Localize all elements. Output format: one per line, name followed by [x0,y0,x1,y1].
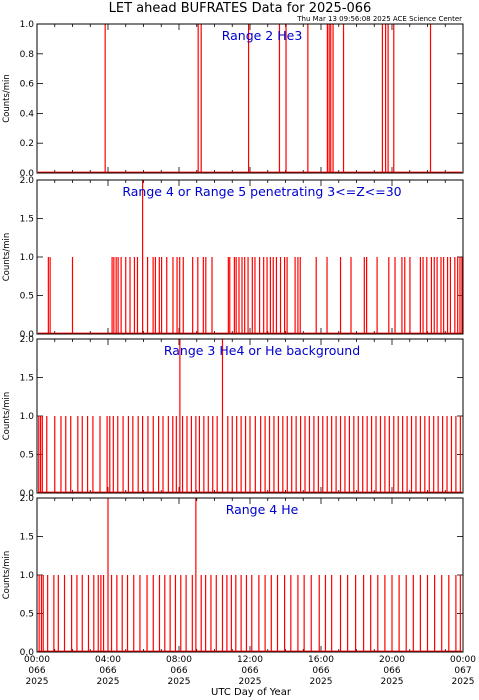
timestamp: Thu Mar 13 09:56:08 2025 ACE Science Cen… [296,15,462,23]
panel-title: Range 2 He3 [222,28,303,43]
y-tick-label: 1.5 [20,533,34,543]
chart-panel-4: 0.0 0.5 1.0 1.5 2.0 Range 4 He Counts/min [2,494,464,658]
panel-title: Range 4 or Range 5 penetrating 3<=Z<=30 [122,184,401,199]
y-tick-label: 0.0 [20,489,35,499]
panel-frame [36,338,464,494]
y-tick-label: 0.4 [20,109,35,119]
panel-title: Range 3 He4 or He background [164,343,360,358]
y-axis-label: Counts/min [2,74,12,123]
x-tick-label: 2025 [239,677,262,687]
panel-frame [36,179,464,335]
chart-panel-2: 0.0 0.5 1.0 1.5 2.0 Range 4 or Range 5 penetr… [2,176,464,340]
x-tick-label: 066 [170,666,187,676]
figure-title: LET ahead BUFRATES Data for 2025-066 [109,1,372,16]
x-tick-label: 2025 [26,677,49,687]
x-tick-label: 12:00 [237,655,263,665]
x-tick-label: 2025 [452,677,475,687]
x-tick-label: 20:00 [379,655,405,665]
panel-title: Range 4 He [226,502,299,517]
x-tick-label: 2025 [381,677,404,687]
x-tick-label: 00:00 [450,655,476,665]
y-tick-label: 0.2 [20,139,34,149]
y-tick-label: 1.0 [20,20,35,30]
y-tick-label: 1.0 [20,571,35,581]
x-tick-label: 04:00 [95,655,121,665]
x-axis-label: UTC Day of Year [211,687,292,698]
x-tick-label: 2025 [97,677,120,687]
y-tick-label: 2.0 [20,494,35,504]
x-tick-label: 16:00 [308,655,334,665]
y-tick-label: 1.5 [20,215,34,225]
x-tick-label: 2025 [310,677,333,687]
x-tick-label: 066 [99,666,116,676]
panel-frame [36,497,464,653]
y-tick-label: 0.5 [20,292,34,302]
y-tick-label: 0.5 [20,451,34,461]
y-tick-label: 1.0 [20,412,35,422]
x-tick-label: 066 [312,666,329,676]
chart-panel-1: 0.0 0.2 0.4 0.6 0.8 1.0 Range 2 He3 Counts/min [2,20,464,179]
chart-panel-3: 0.0 0.5 1.0 1.5 2.0 Range 3 He4 or He backgro… [2,335,464,499]
y-axis-label: Counts/min [2,392,12,441]
x-tick-label: 2025 [168,677,191,687]
y-tick-label: 1.5 [20,374,34,384]
x-tick-labels: 00:00066202504:00066202508:00066202512:0… [24,655,476,687]
y-tick-label: 0.5 [20,610,34,620]
x-tick-label: 066 [241,666,258,676]
y-tick-label: 0.0 [20,648,35,658]
y-tick-label: 0.0 [20,330,35,340]
x-tick-label: 066 [383,666,400,676]
x-tick-label: 08:00 [166,655,192,665]
panel-frame [36,23,464,174]
y-tick-label: 0.8 [20,50,35,60]
y-axis-label: Counts/min [2,233,12,282]
x-tick-label: 067 [454,666,471,676]
y-tick-label: 0.6 [20,80,35,90]
y-tick-label: 2.0 [20,176,35,186]
x-tick-label: 00:00 [24,655,50,665]
y-tick-label: 2.0 [20,335,35,345]
x-tick-label: 066 [28,666,45,676]
y-tick-label: 0.0 [20,169,35,179]
y-tick-label: 1.0 [20,253,35,263]
y-axis-label: Counts/min [2,551,12,600]
